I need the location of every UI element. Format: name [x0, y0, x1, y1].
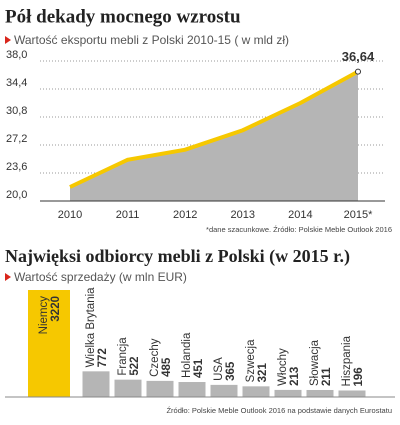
- value-label: 522: [129, 356, 141, 375]
- x-tick-label: 2015*: [344, 209, 373, 221]
- bar: [242, 386, 270, 397]
- line: [69, 69, 359, 189]
- bar: [178, 382, 206, 397]
- chart-title: Najwięksi odbiorcy mebli z Polski (w 201…: [5, 246, 350, 267]
- chart-subtitle: Wartość sprzedaży (w mln EUR): [14, 270, 187, 284]
- note: Źródło: Polskie Meble Outlook 2016 na po…: [166, 406, 392, 415]
- category-label: Słowacja: [309, 339, 321, 386]
- category-label: Włochy: [277, 348, 289, 386]
- x-tick-label: 2010: [58, 209, 82, 221]
- y-tick-label: 27,2: [6, 133, 27, 145]
- bar: [114, 379, 142, 397]
- value-label: 451: [193, 358, 205, 378]
- chart-subtitle: Wartość eksportu mebli z Polski 2010-15 …: [14, 33, 289, 47]
- value-label: 3220: [50, 296, 62, 322]
- value-label: 211: [321, 367, 333, 386]
- bar: [210, 384, 238, 397]
- y-tick-label: 38,0: [6, 49, 27, 61]
- category-label: Francja: [117, 337, 129, 376]
- chart-title: Pół dekady mocnego wzrostu: [5, 6, 241, 27]
- y-tick-label: 34,4: [6, 77, 27, 89]
- x-tick-label: 2011: [116, 209, 140, 221]
- marker: [355, 68, 361, 75]
- y-tick-label: 20,0: [6, 189, 27, 201]
- bar: [146, 380, 174, 397]
- bullet: [5, 273, 11, 281]
- bar: [306, 389, 334, 397]
- value-label: 772: [97, 348, 109, 367]
- category-label: Wielka Brytania: [85, 287, 97, 367]
- value-label: 485: [161, 357, 173, 377]
- value-label: 36,64: [342, 49, 375, 64]
- y-tick-label: 23,6: [6, 161, 27, 173]
- bar: [28, 290, 70, 397]
- value-label: 321: [257, 363, 269, 383]
- bar: [338, 390, 366, 397]
- bar: [274, 389, 302, 397]
- category-label: Czechy: [149, 338, 161, 377]
- category-label: Szwecja: [245, 339, 257, 382]
- bullet: [5, 36, 11, 44]
- value-label: 196: [353, 367, 365, 386]
- category-label: Holandia: [181, 332, 193, 378]
- area: [70, 71, 358, 201]
- value-label: 213: [289, 367, 301, 386]
- y-tick-label: 30,8: [6, 105, 27, 117]
- x-tick-label: 2014: [288, 209, 312, 221]
- category-label: USA: [213, 357, 225, 381]
- category-label: Niemcy: [38, 296, 50, 335]
- x-tick-label: 2012: [173, 209, 197, 221]
- x-tick-label: 2013: [231, 209, 255, 221]
- bar: [82, 371, 110, 397]
- category-label: Hiszpania: [341, 335, 353, 386]
- note: *dane szacunkowe. Źródło: Polskie Meble …: [206, 225, 392, 234]
- value-label: 365: [225, 361, 237, 381]
